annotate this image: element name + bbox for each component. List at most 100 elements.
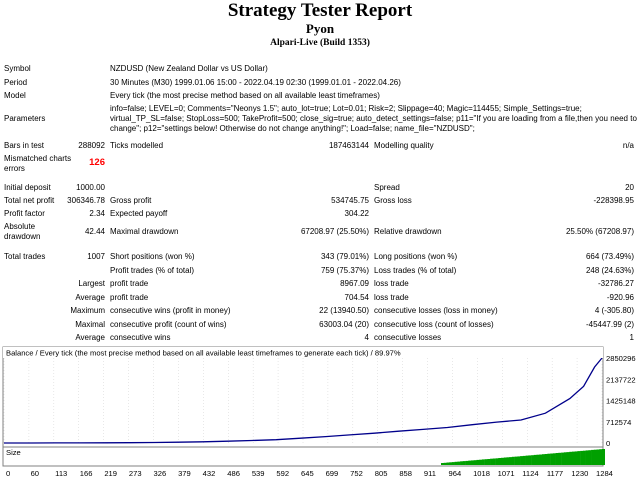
x-tick-label: 805: [375, 469, 388, 478]
x-tick-label: 1071: [498, 469, 515, 478]
chart-title: Balance / Every tick (the most precise m…: [6, 349, 401, 358]
average-loss-value: -920.96: [606, 293, 634, 302]
average-label: Average: [75, 293, 105, 302]
average-loss-label: loss trade: [374, 293, 409, 302]
bars-value: 288092: [78, 141, 105, 150]
avg-cons-losses-value: 1: [629, 333, 634, 342]
largest-profit-value: 8967.09: [340, 279, 369, 288]
size-bar: [457, 461, 461, 465]
x-tick-label: 219: [104, 469, 117, 478]
abs-drawdown-value: 42.44: [84, 227, 105, 236]
average-profit-value: 704.54: [344, 293, 369, 302]
size-bar: [582, 450, 586, 465]
spread-value: 20: [625, 183, 634, 192]
profit-trades-value: 759 (75.37%): [320, 266, 369, 275]
max-cons-losses-value: 4 (-305.80): [594, 306, 634, 315]
mismatch-value: 126: [89, 157, 105, 168]
x-tick-label: 858: [399, 469, 412, 478]
size-bar: [525, 455, 529, 465]
size-bar: [495, 458, 499, 465]
max-drawdown-label: Maximal drawdown: [110, 227, 179, 236]
size-bar: [484, 459, 488, 465]
size-bar: [528, 455, 532, 465]
size-bar: [449, 462, 453, 465]
size-bar: [503, 457, 507, 465]
y-tick-label: 2137722: [606, 375, 636, 384]
size-bar: [517, 456, 521, 465]
x-tick-label: 326: [154, 469, 167, 478]
size-bar: [462, 461, 466, 465]
size-bar: [566, 452, 570, 465]
size-bar: [550, 453, 554, 465]
rel-drawdown-label: Relative drawdown: [374, 227, 442, 236]
size-bar: [572, 451, 575, 465]
maximal-cons-loss-label: consecutive loss (count of losses): [374, 320, 494, 329]
size-bar: [577, 451, 581, 465]
size-bar: [536, 454, 540, 465]
total-trades-label: Total trades: [4, 252, 46, 261]
size-bar: [544, 454, 548, 465]
size-bar: [487, 459, 491, 465]
x-tick-label: 699: [326, 469, 339, 478]
y-tick-label: 2850296: [606, 354, 636, 363]
size-bar: [481, 459, 485, 465]
size-bar: [563, 452, 567, 465]
avg-cons-wins-value: 4: [364, 333, 369, 342]
net-profit-value: 306346.78: [67, 196, 105, 205]
period-value: 30 Minutes (M30) 1999.01.06 15:00 - 2022…: [110, 78, 401, 87]
x-tick-label: 166: [80, 469, 93, 478]
size-bar: [446, 462, 450, 465]
ticks-label: Ticks modelled: [110, 141, 164, 150]
size-bar: [441, 463, 444, 465]
rel-drawdown-value: 25.50% (67208.97): [565, 227, 634, 236]
average-profit-label: profit trade: [110, 293, 149, 302]
size-bar: [569, 451, 573, 465]
x-tick-label: 592: [276, 469, 289, 478]
size-bar: [451, 462, 455, 465]
model-value: Every tick (the most precise method base…: [110, 91, 380, 100]
gross-profit-label: Gross profit: [110, 196, 152, 205]
largest-loss-value: -32786.27: [597, 279, 634, 288]
x-tick-label: 964: [449, 469, 462, 478]
avg-cons-losses-label: consecutive losses: [374, 333, 442, 342]
x-tick-label: 1284: [596, 469, 613, 478]
size-bar: [514, 456, 518, 465]
size-bar: [547, 453, 551, 465]
x-tick-label: 1124: [522, 469, 538, 478]
size-bar: [498, 458, 502, 465]
abs-drawdown-label: Absolute drawdown: [4, 222, 41, 241]
size-bar: [593, 449, 597, 465]
profit-factor-label: Profit factor: [4, 209, 45, 218]
size-bar: [599, 449, 603, 465]
maximal-cons-profit-value: 63003.04 (20): [319, 320, 369, 329]
avg-cons-label: Average: [75, 333, 105, 342]
long-value: 664 (73.49%): [585, 252, 634, 261]
maximal-label: Maximal: [75, 320, 105, 329]
x-tick-label: 432: [203, 469, 216, 478]
size-bar: [506, 457, 510, 465]
long-label: Long positions (won %): [374, 252, 458, 261]
size-bar: [522, 455, 526, 465]
ea-name: Pyon: [305, 21, 335, 36]
size-bar: [465, 460, 469, 465]
x-tick-label: 273: [129, 469, 142, 478]
parameters-value: info=false; LEVEL=0; Comments="Neonys 1.…: [110, 104, 637, 133]
size-bar: [533, 454, 537, 465]
largest-loss-label: loss trade: [374, 279, 409, 288]
expected-payoff-label: Expected payoff: [110, 209, 168, 218]
y-tick-label: 1425148: [606, 397, 636, 406]
x-tick-label: 379: [178, 469, 191, 478]
size-label: Size: [6, 448, 21, 457]
x-tick-label: 1230: [571, 469, 588, 478]
mismatch-label: Mismatched charts errors: [4, 154, 72, 173]
size-bar: [561, 452, 565, 465]
net-profit-label: Total net profit: [4, 196, 55, 205]
balance-line: [4, 357, 603, 444]
maximum-label: Maximum: [70, 306, 105, 315]
size-bar: [479, 459, 483, 465]
largest-profit-label: profit trade: [110, 279, 149, 288]
x-tick-label: 752: [350, 469, 363, 478]
size-bar: [555, 453, 559, 465]
size-bar: [574, 451, 578, 465]
bars-label: Bars in test: [4, 141, 45, 150]
